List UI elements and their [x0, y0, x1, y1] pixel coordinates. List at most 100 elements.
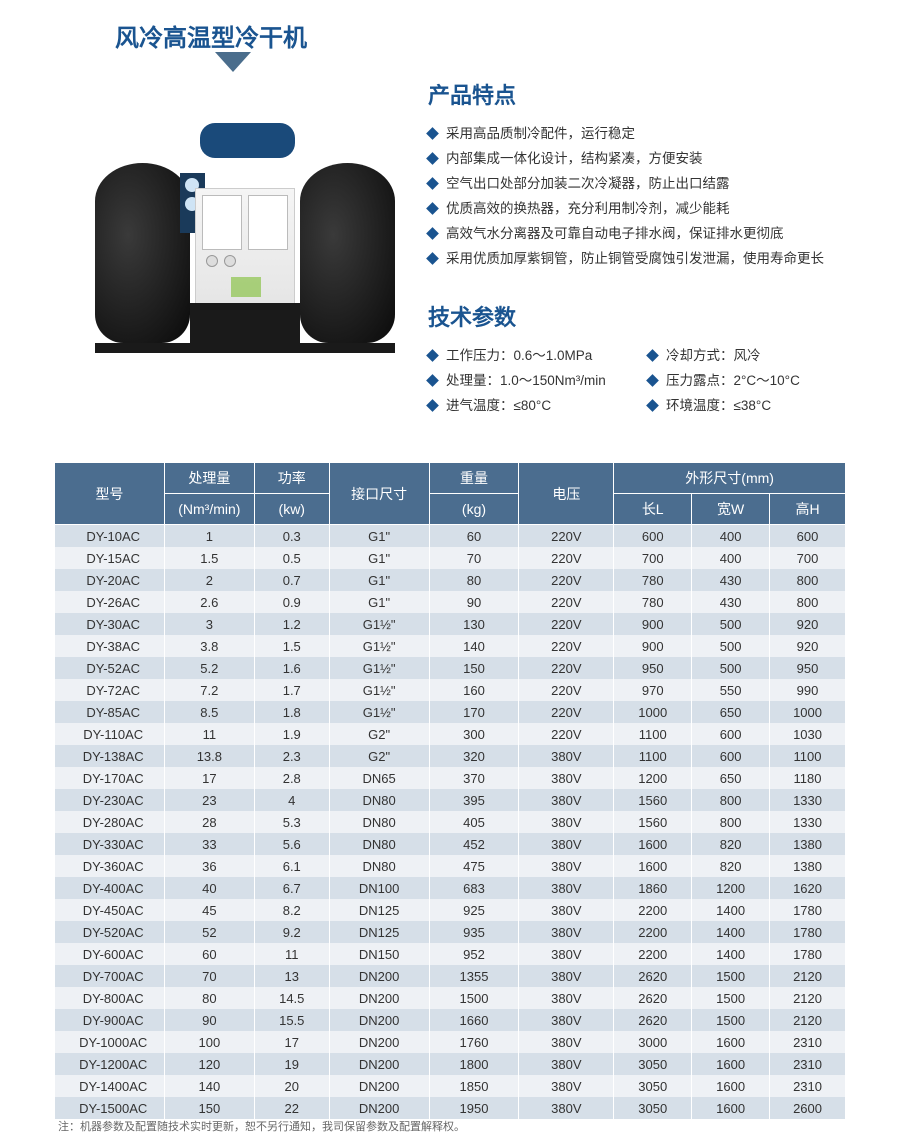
table-cell: 780: [614, 569, 692, 591]
diamond-icon: [426, 227, 439, 240]
table-row: DY-800AC8014.5DN2001500380V262015002120: [55, 987, 846, 1009]
table-cell: 820: [692, 855, 770, 877]
table-cell: 380V: [519, 1031, 614, 1053]
table-cell: DY-15AC: [55, 547, 165, 569]
table-cell: DY-1400AC: [55, 1075, 165, 1097]
table-cell: G1": [329, 569, 429, 591]
table-cell: DY-26AC: [55, 591, 165, 613]
table-cell: 3: [164, 613, 254, 635]
th-processing-unit: (Nm³/min): [164, 494, 254, 525]
param-item: 环境温度：≤38°C: [648, 394, 868, 419]
table-cell: DY-700AC: [55, 965, 165, 987]
table-cell: 1355: [429, 965, 519, 987]
th-length: 长L: [614, 494, 692, 525]
table-cell: 683: [429, 877, 519, 899]
table-cell: 900: [614, 635, 692, 657]
table-row: DY-52AC5.21.6G1½"150220V950500950: [55, 657, 846, 679]
feature-text: 高效气水分离器及可靠自动电子排水阀，保证排水更彻底: [446, 226, 784, 241]
table-cell: G1½": [329, 635, 429, 657]
table-cell: 170: [429, 701, 519, 723]
table-cell: 800: [770, 591, 846, 613]
table-cell: 9.2: [254, 921, 329, 943]
param-text: 环境温度：≤38°C: [666, 398, 771, 413]
table-cell: DN200: [329, 1097, 429, 1119]
table-cell: G1": [329, 525, 429, 548]
table-cell: 1760: [429, 1031, 519, 1053]
table-cell: 8.2: [254, 899, 329, 921]
diamond-icon: [646, 374, 659, 387]
param-text: 工作压力：0.6～1.0MPa: [446, 348, 592, 363]
table-cell: 1600: [692, 1075, 770, 1097]
feature-item: 空气出口处部分加装二次冷凝器，防止出口结露: [428, 172, 868, 197]
table-cell: 1.7: [254, 679, 329, 701]
diamond-icon: [426, 349, 439, 362]
table-cell: 60: [164, 943, 254, 965]
table-cell: 380V: [519, 1009, 614, 1031]
table-cell: 2310: [770, 1075, 846, 1097]
params-section: 技术参数 工作压力：0.6～1.0MPa处理量：1.0～150Nm³/min进气…: [428, 300, 868, 419]
table-cell: 17: [254, 1031, 329, 1053]
table-cell: 500: [692, 613, 770, 635]
table-cell: 3.8: [164, 635, 254, 657]
features-list: 采用高品质制冷配件，运行稳定内部集成一体化设计，结构紧凑，方便安装空气出口处部分…: [428, 122, 868, 272]
table-cell: 0.9: [254, 591, 329, 613]
table-cell: 1560: [614, 811, 692, 833]
table-cell: DY-1500AC: [55, 1097, 165, 1119]
table-cell: 920: [770, 613, 846, 635]
diamond-icon: [426, 374, 439, 387]
table-cell: 17: [164, 767, 254, 789]
table-cell: 1400: [692, 921, 770, 943]
table-cell: DY-85AC: [55, 701, 165, 723]
table-cell: 23: [164, 789, 254, 811]
table-cell: 405: [429, 811, 519, 833]
table-cell: 1850: [429, 1075, 519, 1097]
param-item: 压力露点：2°C～10°C: [648, 369, 868, 394]
table-cell: 400: [692, 525, 770, 548]
table-row: DY-1200AC12019DN2001800380V305016002310: [55, 1053, 846, 1075]
table-cell: 380V: [519, 855, 614, 877]
param-item: 进气温度：≤80°C: [428, 394, 648, 419]
table-cell: 800: [692, 789, 770, 811]
table-cell: DY-38AC: [55, 635, 165, 657]
th-port: 接口尺寸: [329, 463, 429, 525]
table-cell: 60: [429, 525, 519, 548]
feature-text: 空气出口处部分加装二次冷凝器，防止出口结露: [446, 176, 730, 191]
table-cell: 1100: [614, 723, 692, 745]
table-cell: 1330: [770, 789, 846, 811]
table-row: DY-15AC1.50.5G1"70220V700400700: [55, 547, 846, 569]
table-cell: DY-72AC: [55, 679, 165, 701]
table-cell: 11: [254, 943, 329, 965]
table-cell: 2: [164, 569, 254, 591]
table-cell: DN125: [329, 921, 429, 943]
table-cell: 950: [770, 657, 846, 679]
diamond-icon: [426, 152, 439, 165]
table-cell: 320: [429, 745, 519, 767]
th-width: 宽W: [692, 494, 770, 525]
th-voltage: 电压: [519, 463, 614, 525]
feature-item: 采用高品质制冷配件，运行稳定: [428, 122, 868, 147]
table-cell: G1": [329, 591, 429, 613]
table-row: DY-1500AC15022DN2001950380V305016002600: [55, 1097, 846, 1119]
diamond-icon: [646, 399, 659, 412]
table-cell: 2200: [614, 943, 692, 965]
table-cell: 2120: [770, 1009, 846, 1031]
table-cell: DY-450AC: [55, 899, 165, 921]
diamond-icon: [426, 127, 439, 140]
table-cell: 52: [164, 921, 254, 943]
table-cell: 130: [429, 613, 519, 635]
table-cell: 7.2: [164, 679, 254, 701]
table-cell: 100: [164, 1031, 254, 1053]
table-cell: 4: [254, 789, 329, 811]
product-image: [95, 118, 395, 353]
table-cell: 220V: [519, 679, 614, 701]
table-cell: 600: [770, 525, 846, 548]
table-cell: 300: [429, 723, 519, 745]
table-cell: 1600: [614, 855, 692, 877]
param-text: 进气温度：≤80°C: [446, 398, 551, 413]
table-row: DY-10AC10.3G1"60220V600400600: [55, 525, 846, 548]
table-cell: DN200: [329, 965, 429, 987]
feature-item: 高效气水分离器及可靠自动电子排水阀，保证排水更彻底: [428, 222, 868, 247]
table-cell: 0.5: [254, 547, 329, 569]
th-processing: 处理量: [164, 463, 254, 494]
th-model: 型号: [55, 463, 165, 525]
